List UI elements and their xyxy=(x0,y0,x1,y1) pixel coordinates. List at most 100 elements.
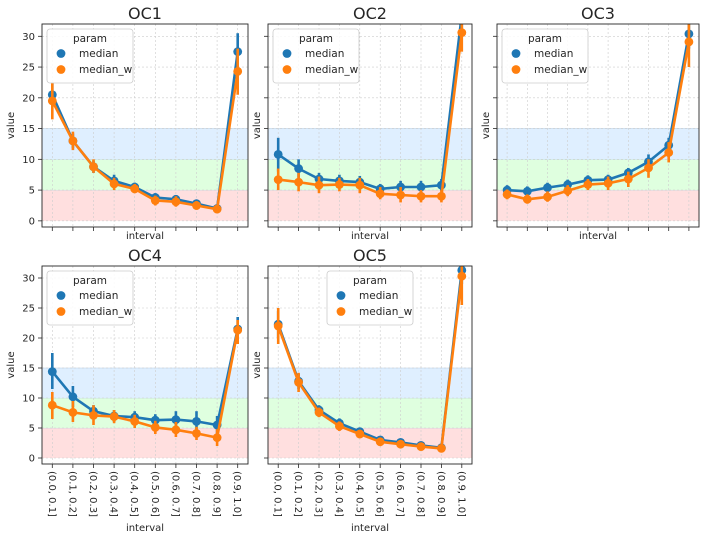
y-tick-label: 15 xyxy=(22,124,35,135)
y-tick-label: 0 xyxy=(29,216,35,227)
legend: param median median_w xyxy=(501,28,589,84)
x-tick-label: (0.3, 0.4] xyxy=(333,471,344,517)
data-point xyxy=(233,325,243,335)
data-point xyxy=(623,174,633,184)
legend-marker xyxy=(336,291,346,300)
series-group xyxy=(502,24,694,204)
legend-marker xyxy=(56,49,66,58)
data-point xyxy=(47,367,57,376)
band-0 xyxy=(268,428,472,458)
legend-label: median_w xyxy=(305,64,359,76)
legend-label: median_w xyxy=(79,64,133,76)
x-tick-label: (0.3, 0.4] xyxy=(108,471,119,517)
legend: param median median_w xyxy=(272,28,360,84)
data-point xyxy=(396,439,405,449)
data-point xyxy=(47,400,57,410)
data-point xyxy=(192,417,201,426)
legend-marker xyxy=(511,65,521,74)
legend-marker xyxy=(282,49,292,58)
data-point xyxy=(563,180,573,189)
y-tick-label: 10 xyxy=(22,394,35,405)
legend-label: median_w xyxy=(534,64,588,76)
axes-frame xyxy=(496,23,700,228)
data-point xyxy=(150,196,160,205)
data-point xyxy=(355,180,365,190)
legend-box xyxy=(46,28,134,84)
data-point xyxy=(150,423,160,432)
y-tick-label: 20 xyxy=(22,334,35,345)
series-line-median xyxy=(51,328,239,427)
y-axis-label: value xyxy=(6,112,17,139)
data-point xyxy=(68,408,78,417)
data-point xyxy=(416,182,426,192)
data-point xyxy=(150,415,160,425)
legend: param median median_w xyxy=(46,270,134,326)
axes-frame xyxy=(41,265,249,465)
data-point xyxy=(335,421,344,431)
band-2 xyxy=(268,128,472,160)
x-tick-label: (0.4, 0.5] xyxy=(353,471,364,517)
band-0 xyxy=(42,428,248,458)
subplot-title: OC2 xyxy=(353,4,387,23)
legend-box xyxy=(326,270,414,326)
band-0 xyxy=(497,190,699,221)
data-point xyxy=(273,150,283,159)
x-tick-label: (0.9, 1.0] xyxy=(231,471,242,517)
data-point xyxy=(171,425,181,435)
legend-box xyxy=(501,28,589,84)
x-tick-label: (0.0, 0.1] xyxy=(46,471,57,517)
x-tick-label: (0.7, 0.8] xyxy=(415,471,426,517)
x-tick-label: (0.8, 0.9] xyxy=(211,471,222,517)
y-tick-label: 25 xyxy=(22,304,35,315)
data-point xyxy=(664,148,674,157)
x-axis-label: interval xyxy=(579,231,617,242)
legend-title: param xyxy=(73,275,107,287)
x-tick-label: (0.7, 0.8] xyxy=(190,471,201,517)
data-point xyxy=(109,412,119,421)
legend: param median median_w xyxy=(326,270,414,326)
subplot-oc5: (0.0, 0.1] (0.1, 0.2] (0.2, 0.3] (0.3, 0.4]… xyxy=(252,246,473,534)
data-point xyxy=(335,180,344,189)
subplot-oc1: 0 5 10 15 20 25 30 interval value OC1 param median m… xyxy=(6,4,249,242)
x-axis-label: interval xyxy=(351,523,389,534)
legend-title: param xyxy=(299,33,333,45)
data-point xyxy=(416,442,426,451)
data-point xyxy=(294,177,303,187)
series-line-median xyxy=(507,33,691,193)
legend-label: median_w xyxy=(359,306,413,318)
data-point xyxy=(212,433,222,442)
data-point xyxy=(171,197,181,207)
y-tick-label: 25 xyxy=(22,63,35,74)
data-point xyxy=(89,162,98,172)
subplot-oc4: 0 5 10 15 20 25 30 (0.0, 0.1] (0.1, 0.2] (0.2, 0.… xyxy=(6,246,249,534)
y-tick-label: 15 xyxy=(22,364,35,375)
series-group xyxy=(47,317,243,446)
series-group xyxy=(273,266,467,453)
data-point xyxy=(294,164,303,173)
x-tick-label: (0.1, 0.2] xyxy=(66,471,77,517)
y-tick-label: 0 xyxy=(29,454,35,465)
x-tick-label: (0.9, 1.0] xyxy=(455,471,466,517)
x-axis-label: interval xyxy=(351,231,389,242)
x-tick-label: (0.5, 0.6] xyxy=(374,471,385,517)
band-1 xyxy=(42,159,248,191)
data-point xyxy=(273,175,283,185)
x-tick-label: (0.8, 0.9] xyxy=(435,471,446,517)
data-point xyxy=(684,37,694,47)
data-point xyxy=(437,191,446,201)
data-point xyxy=(603,178,613,188)
data-point xyxy=(457,10,466,19)
data-point xyxy=(109,179,119,189)
x-tick-label: (0.6, 0.7] xyxy=(394,471,405,517)
subplot-title: OC5 xyxy=(353,246,387,265)
data-point xyxy=(375,437,385,447)
data-point xyxy=(233,66,243,76)
data-point xyxy=(273,321,283,331)
legend-box xyxy=(46,270,134,326)
band-1 xyxy=(268,398,472,428)
data-point xyxy=(583,180,593,189)
legend-marker xyxy=(56,307,66,316)
axes-frame xyxy=(41,23,249,228)
x-tick-label: (0.5, 0.6] xyxy=(149,471,160,517)
